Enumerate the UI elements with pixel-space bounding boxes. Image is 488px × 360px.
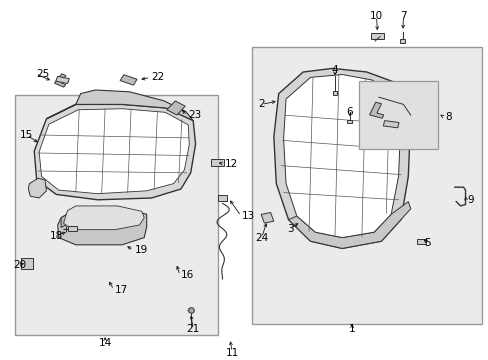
Polygon shape [273,68,410,248]
Text: 12: 12 [224,159,238,169]
Bar [359,81,437,149]
Text: 7: 7 [399,11,406,21]
Text: 1: 1 [348,324,355,334]
Polygon shape [211,159,223,166]
Bar [15,95,217,335]
Text: 13: 13 [242,211,255,221]
Polygon shape [166,101,185,115]
Text: 25: 25 [37,69,50,79]
Polygon shape [400,39,405,43]
Text: 2: 2 [258,99,264,109]
Polygon shape [56,76,69,84]
Polygon shape [61,209,76,228]
Text: 19: 19 [134,245,147,255]
Text: 8: 8 [444,112,451,122]
Polygon shape [54,74,66,87]
Text: 10: 10 [369,11,382,21]
Polygon shape [58,209,146,245]
Polygon shape [416,239,426,244]
Text: 22: 22 [151,72,164,82]
Text: 9: 9 [466,195,473,205]
Polygon shape [39,109,189,194]
Polygon shape [369,102,383,118]
Polygon shape [288,202,410,248]
Polygon shape [46,90,193,121]
Text: 5: 5 [424,238,430,248]
Polygon shape [332,91,337,95]
Polygon shape [283,75,400,238]
Text: 15: 15 [20,130,34,140]
Text: 6: 6 [346,107,352,117]
Polygon shape [120,75,137,85]
Text: 14: 14 [98,338,112,348]
Polygon shape [34,104,195,200]
Polygon shape [28,178,46,198]
Polygon shape [63,206,144,230]
Text: 3: 3 [287,224,294,234]
Text: 24: 24 [254,233,268,243]
Text: 21: 21 [186,324,200,334]
Text: 17: 17 [115,285,128,295]
Text: 16: 16 [181,270,194,280]
Text: 4: 4 [331,65,338,75]
Text: 18: 18 [49,231,63,241]
Text: 23: 23 [188,110,201,120]
Polygon shape [346,120,351,123]
Polygon shape [261,212,273,223]
Polygon shape [217,195,227,201]
Text: 20: 20 [13,260,26,270]
Polygon shape [20,258,33,269]
Bar [251,47,481,324]
Polygon shape [383,121,398,128]
Polygon shape [68,226,77,231]
Text: 11: 11 [225,348,239,358]
Polygon shape [370,33,384,39]
